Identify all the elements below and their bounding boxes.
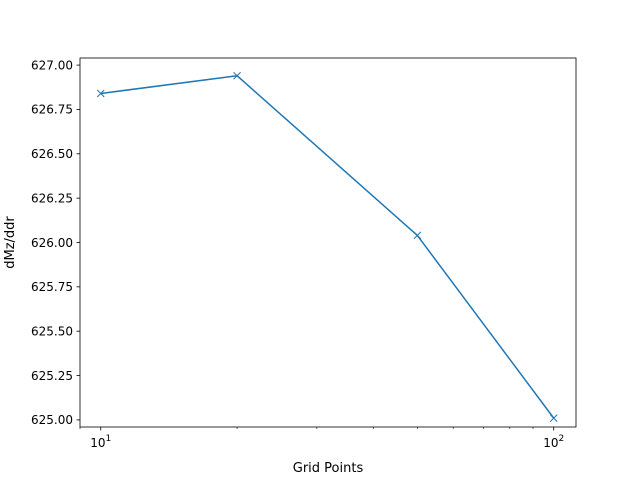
y-tick-label: 626.00: [31, 236, 73, 250]
y-tick-label: 625.25: [31, 369, 73, 383]
y-axis-label: dMz/ddr: [3, 216, 18, 269]
x-tick-exponent: 1: [106, 434, 112, 444]
plot-area: [96, 71, 558, 422]
y-tick-label: 625.50: [31, 325, 73, 339]
x-tick-base: 10: [543, 436, 558, 450]
y-tick-label: 625.75: [31, 280, 73, 294]
data-point-marker: [233, 71, 241, 80]
data-point-marker: [413, 231, 422, 240]
y-tick-label: 627.00: [31, 58, 73, 72]
data-point-marker: [96, 89, 105, 98]
y-axis-ticks: 625.00 625.25 625.50 625.75 626.00 626.25 626.…: [31, 58, 80, 427]
x-tick-label: 102: [543, 434, 564, 450]
y-tick-label: 626.25: [31, 191, 73, 205]
x-axis-label: Grid Points: [293, 461, 364, 476]
x-tick-exponent: 2: [558, 434, 564, 444]
data-point-marker: [549, 414, 558, 422]
y-tick-label: 626.75: [31, 103, 73, 117]
x-tick-label: 101: [90, 434, 111, 450]
x-tick-base: 10: [90, 436, 105, 450]
y-tick-label: 625.00: [31, 413, 73, 427]
axes-frame: [79, 57, 577, 428]
series-line: [100, 74, 555, 419]
y-tick-label: 626.50: [31, 147, 73, 161]
x-axis-ticks: 101 102: [79, 427, 564, 450]
